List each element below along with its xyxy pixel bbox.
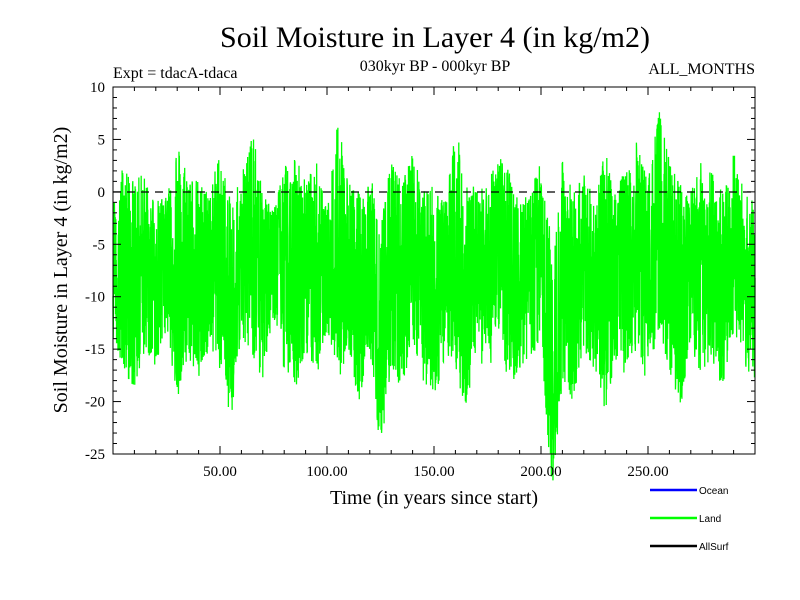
- y-tick-label: -10: [85, 290, 105, 306]
- legend-label-land: Land: [699, 514, 721, 525]
- x-tick-label: 50.00: [203, 464, 237, 480]
- y-tick-label: -15: [85, 342, 105, 358]
- chart-title: Soil Moisture in Layer 4 (in kg/m2): [220, 21, 650, 54]
- axes: 50.00 100.00 150.00 200.00 250.00 10 5 0 -5 -10 -1…: [85, 80, 755, 480]
- x-tick-label: 250.00: [627, 464, 668, 480]
- land-series-line: [112, 112, 756, 481]
- legend-label-ocean: Ocean: [699, 486, 728, 497]
- y-tick-label: -20: [85, 395, 105, 411]
- x-tick-label: 150.00: [413, 464, 454, 480]
- x-tick-label: 100.00: [306, 464, 347, 480]
- y-axis-label: Soil Moisture in Layer 4 (in kg/m2): [50, 127, 72, 414]
- y-tick-label: 5: [98, 132, 106, 148]
- y-tick-label: -25: [85, 447, 105, 463]
- y-tick-label: 10: [90, 80, 105, 96]
- legend-label-allsurf: AllSurf: [699, 542, 729, 553]
- y-tick-label: -5: [93, 237, 106, 253]
- x-tick-label: 200.00: [520, 464, 561, 480]
- legend: Ocean Land AllSurf: [650, 486, 729, 553]
- y-tick-label: 0: [98, 185, 106, 201]
- months-label: ALL_MONTHS: [648, 61, 755, 78]
- plot-content: [112, 112, 756, 481]
- chart-subtitle: 030kyr BP - 000kyr BP: [360, 58, 511, 75]
- x-axis-label: Time (in years since start): [330, 487, 538, 509]
- experiment-label: Expt = tdacA-tdaca: [113, 65, 238, 82]
